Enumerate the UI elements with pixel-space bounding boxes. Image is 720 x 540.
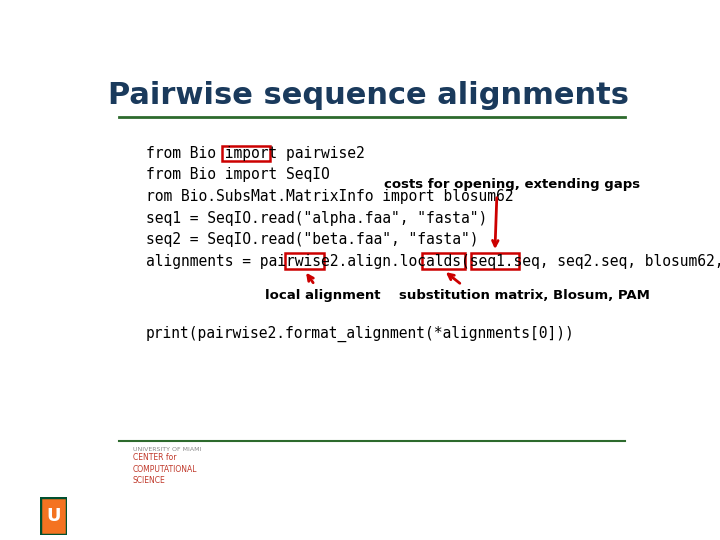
Bar	[222, 146, 270, 161]
Text: local alignment: local alignment	[265, 289, 380, 302]
Text: UNIVERSITY OF MIAMI: UNIVERSITY OF MIAMI	[132, 448, 201, 453]
Text: U: U	[46, 507, 60, 525]
Text: seq2 = SeqIO.read("beta.faa", "fasta"): seq2 = SeqIO.read("beta.faa", "fasta")	[145, 232, 478, 247]
Bar	[422, 253, 466, 269]
Text: seq1 = SeqIO.read("alpha.faa", "fasta"): seq1 = SeqIO.read("alpha.faa", "fasta")	[145, 211, 487, 226]
FancyBboxPatch shape	[40, 497, 67, 535]
Text: rom Bio.SubsMat.MatrixInfo import blosum62: rom Bio.SubsMat.MatrixInfo import blosum…	[145, 189, 513, 204]
Text: from Bio import SeqIO: from Bio import SeqIO	[145, 167, 330, 183]
Text: Pairwise sequence alignments: Pairwise sequence alignments	[109, 81, 629, 110]
Text: from Bio import pairwise2: from Bio import pairwise2	[145, 146, 364, 161]
Text: alignments = pairwise2.align.localds(seq1.seq, seq2.seq, blosum62, -10, -0.5): alignments = pairwise2.align.localds(seq…	[145, 254, 720, 268]
Text: substitution matrix, Blosum, PAM: substitution matrix, Blosum, PAM	[399, 289, 649, 302]
Text: print(pairwise2.format_alignment(*alignments[0])): print(pairwise2.format_alignment(*alignm…	[145, 326, 575, 342]
Text: costs for opening, extending gaps: costs for opening, extending gaps	[384, 178, 640, 191]
Bar	[471, 253, 519, 269]
Text: CENTER for
COMPUTATIONAL
SCIENCE: CENTER for COMPUTATIONAL SCIENCE	[132, 453, 197, 485]
Bar	[285, 253, 324, 269]
